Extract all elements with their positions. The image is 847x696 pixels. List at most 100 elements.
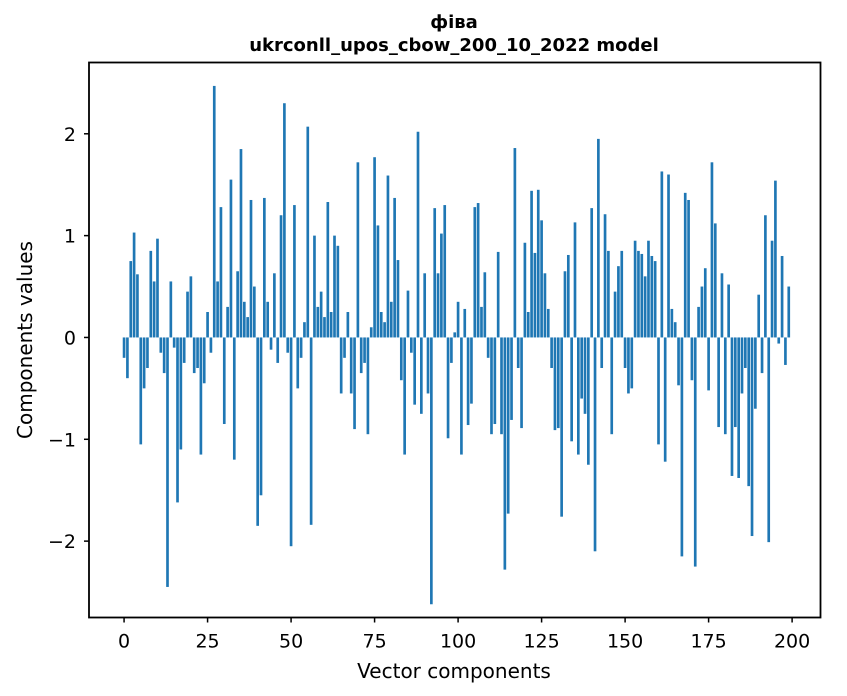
bar	[473, 207, 477, 338]
bar	[530, 190, 533, 338]
bar	[680, 337, 684, 557]
bar	[526, 312, 530, 338]
bar	[440, 233, 443, 338]
x-tick-label: 125	[523, 631, 559, 653]
bar	[470, 337, 473, 404]
bar	[560, 337, 563, 517]
bar	[757, 294, 761, 338]
bar	[289, 337, 293, 547]
bar	[399, 337, 403, 381]
bar	[510, 337, 513, 420]
bar	[720, 273, 724, 338]
bar	[520, 337, 523, 429]
bar	[597, 138, 600, 338]
bar	[336, 245, 340, 338]
bar	[533, 252, 537, 338]
bar	[376, 225, 380, 338]
bar	[293, 205, 296, 338]
bar	[556, 337, 560, 429]
bar	[687, 199, 690, 338]
bar	[176, 337, 179, 503]
bar	[166, 337, 169, 587]
bar	[236, 271, 239, 338]
bar	[349, 337, 353, 394]
plot-border	[88, 61, 822, 619]
bar	[226, 306, 229, 338]
bar	[770, 240, 774, 338]
bar	[767, 337, 771, 543]
bar	[513, 148, 517, 338]
bar	[356, 162, 360, 338]
bar	[199, 337, 203, 455]
bar	[620, 250, 624, 338]
bar	[450, 337, 453, 363]
bar	[192, 337, 196, 374]
bar	[550, 337, 553, 368]
bar	[366, 337, 370, 435]
x-tick-label: 0	[118, 631, 130, 653]
bar	[703, 268, 707, 338]
bar	[670, 308, 674, 338]
bar	[406, 290, 410, 338]
y-tick-label: −1	[48, 429, 76, 451]
bar	[179, 337, 183, 450]
bar	[750, 337, 754, 537]
bar	[323, 317, 326, 338]
bar	[700, 286, 704, 338]
bar	[430, 337, 433, 605]
bar	[617, 266, 620, 338]
bar	[707, 337, 710, 391]
bar	[152, 281, 156, 338]
bar	[623, 337, 627, 368]
bar	[777, 337, 781, 344]
bar	[276, 337, 280, 363]
bar	[373, 157, 376, 338]
x-axis-label: Vector components	[357, 659, 551, 683]
bar	[386, 175, 390, 338]
bar	[633, 240, 637, 338]
bar	[536, 189, 540, 338]
bar	[313, 235, 316, 338]
bar	[266, 301, 270, 338]
bar	[546, 308, 550, 338]
bar	[683, 192, 687, 338]
bar	[273, 273, 276, 338]
bar	[516, 337, 520, 368]
bar	[523, 242, 527, 338]
bar	[303, 322, 306, 338]
bar	[737, 337, 740, 478]
bar	[717, 337, 720, 428]
bar	[286, 337, 290, 353]
bar	[677, 337, 680, 386]
bar	[647, 240, 650, 338]
bar	[740, 337, 744, 394]
bar	[413, 337, 416, 405]
bar	[784, 337, 787, 365]
bar	[573, 222, 577, 338]
bar	[643, 276, 647, 338]
bar	[396, 260, 400, 338]
bar	[122, 337, 126, 358]
bar	[333, 235, 336, 338]
bar	[667, 174, 670, 338]
bar	[480, 306, 483, 338]
bar	[593, 337, 597, 552]
x-tick-label: 100	[440, 631, 476, 653]
bar	[156, 238, 159, 338]
bar	[316, 306, 320, 338]
bar	[326, 202, 330, 338]
bar	[189, 276, 193, 338]
bar	[182, 337, 186, 363]
bar	[263, 197, 266, 338]
bar	[126, 337, 129, 379]
bar	[476, 203, 480, 338]
bar	[744, 337, 747, 368]
bar	[329, 312, 333, 338]
bar	[563, 271, 567, 338]
bar	[590, 208, 594, 338]
bar	[453, 332, 457, 338]
bar	[253, 286, 256, 338]
bar	[503, 337, 507, 570]
x-axis-ticks: 0 25 50 75 100 125 150 175 200	[118, 617, 810, 653]
bar	[500, 337, 503, 435]
